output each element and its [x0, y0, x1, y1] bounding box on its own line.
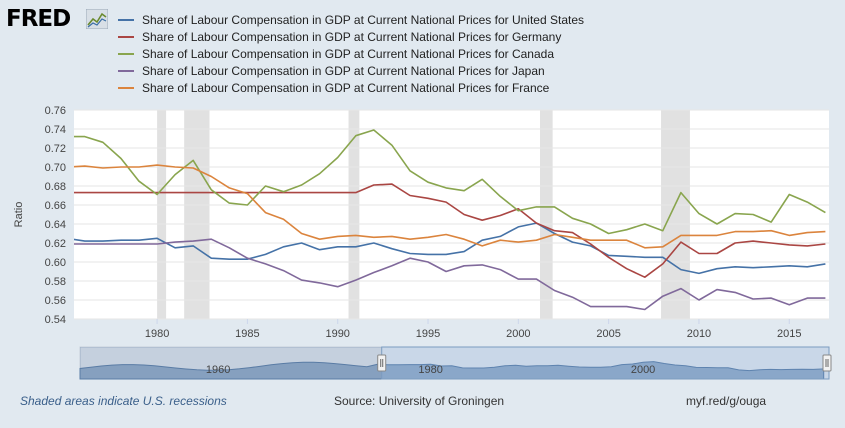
legend-swatch: [118, 69, 134, 72]
recession-band: [540, 110, 553, 319]
y-tick-label: 0.74: [45, 124, 66, 136]
recession-band: [661, 110, 690, 319]
y-tick-label: 0.58: [45, 276, 66, 288]
legend-swatch: [118, 35, 134, 38]
recession-band: [157, 110, 167, 319]
legend-item[interactable]: Share of Labour Compensation in GDP at C…: [118, 28, 584, 45]
x-tick-label: 1985: [235, 328, 259, 338]
legend-item[interactable]: Share of Labour Compensation in GDP at C…: [118, 62, 584, 79]
legend-label: Share of Labour Compensation in GDP at C…: [142, 29, 562, 44]
navigator-left-handle[interactable]: [377, 354, 387, 372]
y-tick-label: 0.66: [45, 200, 66, 212]
legend: Share of Labour Compensation in GDP at C…: [118, 11, 584, 96]
y-axis-title: Ratio: [13, 202, 25, 228]
legend-label: Share of Labour Compensation in GDP at C…: [142, 63, 545, 78]
y-tick-label: 0.54: [45, 314, 66, 326]
legend-item[interactable]: Share of Labour Compensation in GDP at C…: [118, 45, 584, 62]
navigator-right-handle[interactable]: [822, 354, 832, 372]
y-tick-label: 0.70: [45, 162, 66, 174]
navigator-tick-label: 1960: [206, 364, 230, 376]
y-tick-label: 0.76: [45, 105, 66, 117]
series-line[interactable]: [67, 238, 826, 311]
x-tick-label: 2015: [777, 328, 801, 338]
source-text: Source: University of Groningen: [334, 394, 505, 408]
legend-swatch: [118, 86, 134, 89]
x-tick-label: 1980: [145, 328, 169, 338]
y-tick-label: 0.60: [45, 257, 66, 269]
short-link[interactable]: myf.red/g/ouga: [686, 394, 767, 408]
line-chart: 0.54 0.56 0.58 0.60 0.62 0.64 0.66 0.68 0.70 0.72…: [13, 105, 829, 338]
y-tick-label: 0.62: [45, 238, 66, 250]
range-navigator[interactable]: 1960 1980 2000: [0, 345, 845, 381]
y-tick-label: 0.68: [45, 181, 66, 193]
recession-note: Shaded areas indicate U.S. recessions: [20, 394, 227, 408]
legend-item[interactable]: Share of Labour Compensation in GDP at C…: [118, 79, 584, 96]
series-line[interactable]: [67, 164, 826, 249]
x-tick-label: 1995: [416, 328, 440, 338]
navigator-tick-label: 2000: [631, 364, 655, 376]
legend-label: Share of Labour Compensation in GDP at C…: [142, 80, 550, 95]
navigator-series: [79, 361, 825, 380]
x-tick-label: 2010: [687, 328, 711, 338]
y-tick-label: 0.64: [45, 219, 66, 231]
navigator-selection[interactable]: [381, 346, 830, 380]
navigator-mask: [80, 347, 382, 379]
y-tick-label: 0.56: [45, 295, 66, 307]
series-line[interactable]: [67, 183, 826, 278]
recession-band: [348, 110, 360, 319]
fred-logo[interactable]: FRED: [6, 6, 71, 32]
legend-item[interactable]: Share of Labour Compensation in GDP at C…: [118, 11, 584, 28]
recession-band: [184, 110, 210, 319]
navigator-tick-label: 1980: [418, 364, 442, 376]
x-tick-label: 2005: [596, 328, 620, 338]
series-line[interactable]: [67, 222, 826, 275]
x-tick-label: 2000: [506, 328, 530, 338]
legend-swatch: [118, 18, 134, 21]
x-tick-label: 1990: [325, 328, 349, 338]
legend-label: Share of Labour Compensation in GDP at C…: [142, 12, 585, 27]
series-line[interactable]: [67, 129, 826, 235]
legend-label: Share of Labour Compensation in GDP at C…: [142, 46, 555, 61]
y-tick-label: 0.72: [45, 143, 66, 155]
legend-swatch: [118, 52, 134, 55]
fred-graph-icon: [86, 9, 108, 29]
